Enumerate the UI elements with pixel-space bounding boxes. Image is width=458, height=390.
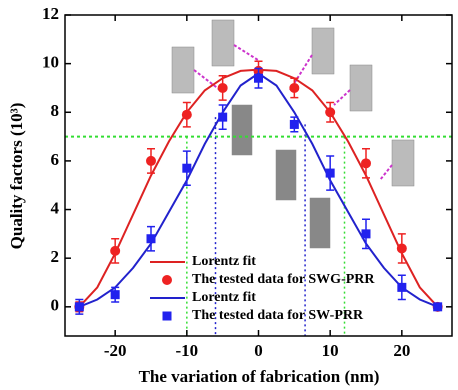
data-point (325, 107, 335, 117)
legend-swatch (162, 275, 172, 285)
data-point (110, 246, 120, 256)
waveguide-image (172, 47, 194, 93)
x-tick-label: -20 (104, 341, 127, 360)
data-point (146, 156, 156, 166)
x-axis-label: The variation of fabrication (nm) (139, 367, 380, 386)
data-point (290, 120, 299, 129)
legend-swatch (163, 312, 172, 321)
y-axis-label: Quality factors (10³) (7, 103, 26, 250)
data-point (433, 302, 442, 311)
y-tick-label: 6 (51, 150, 60, 169)
waveguide-image (392, 140, 414, 186)
data-point (362, 229, 371, 238)
legend-label: Lorentz fit (192, 290, 256, 305)
data-point (218, 83, 228, 93)
data-point (326, 169, 335, 178)
y-tick-label: 2 (51, 247, 60, 266)
x-tick-label: -10 (175, 341, 198, 360)
x-tick-label: 20 (393, 341, 410, 360)
legend-label: The tested data for SWG-PRR (192, 272, 375, 287)
waveguide-image (350, 65, 372, 111)
waveguide-image (276, 150, 296, 200)
legend-label: The tested data for SW-PRR (192, 308, 364, 323)
data-point (254, 74, 263, 83)
x-tick-label: 10 (322, 341, 339, 360)
y-tick-label: 12 (42, 4, 59, 23)
data-point (289, 83, 299, 93)
data-point (111, 290, 120, 299)
y-tick-label: 4 (51, 198, 60, 217)
data-point (218, 113, 227, 122)
waveguide-image (312, 28, 334, 74)
data-point (182, 110, 192, 120)
x-tick-label: 0 (254, 341, 263, 360)
chart: The variation of fabrication (nm) Qualit… (0, 0, 458, 390)
y-tick-label: 10 (42, 53, 59, 72)
waveguide-image (310, 198, 330, 248)
legend-label: Lorentz fit (192, 254, 256, 269)
data-point (397, 283, 406, 292)
data-point (182, 164, 191, 173)
data-point (75, 302, 84, 311)
y-tick-label: 8 (51, 101, 60, 120)
data-point (147, 234, 156, 243)
waveguide-image (212, 20, 234, 66)
y-tick-label: 0 (51, 296, 60, 315)
waveguide-image (232, 105, 252, 155)
data-point (397, 243, 407, 253)
data-point (361, 158, 371, 168)
